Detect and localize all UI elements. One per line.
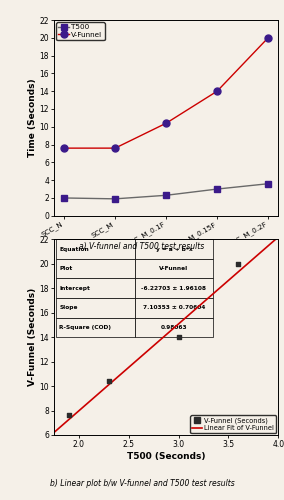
Linear Fit of V-Funnel	[61, 422, 65, 428]
Line: Linear Fit of V-Funnel: Linear Fit of V-Funnel	[54, 237, 278, 432]
Linear Fit of V-Funnel	[66, 418, 69, 424]
Linear Fit of V-Funnel	[94, 393, 97, 399]
Linear Fit of V-Funnel	[277, 234, 280, 240]
Linear Fit of V-Funnel	[258, 250, 261, 256]
Y-axis label: V-Funnel (Seconds): V-Funnel (Seconds)	[28, 288, 37, 386]
V-Funnel (Seconds)	[176, 333, 181, 341]
X-axis label: T500 (Seconds): T500 (Seconds)	[127, 452, 205, 460]
Linear Fit of V-Funnel	[265, 244, 269, 250]
Text: b) Linear plot b/w V-funnel and T500 test results: b) Linear plot b/w V-funnel and T500 tes…	[50, 478, 234, 488]
V-Funnel (Seconds)	[106, 377, 111, 385]
Legend: T500, V-Funnel: T500, V-Funnel	[56, 22, 105, 40]
V-Funnel (Seconds)	[67, 412, 71, 420]
V-Funnel (Seconds)	[236, 260, 241, 268]
Linear Fit of V-Funnel	[52, 430, 56, 436]
Legend: V-Funnel (Seconds), Linear Fit of V-Funnel: V-Funnel (Seconds), Linear Fit of V-Funn…	[191, 415, 276, 433]
Text: a) V-funnel and T500 test results: a) V-funnel and T500 test results	[79, 242, 205, 252]
Linear Fit of V-Funnel	[112, 378, 115, 384]
Y-axis label: Time (Seconds): Time (Seconds)	[28, 78, 37, 157]
X-axis label: Concrete Mix: Concrete Mix	[133, 254, 200, 262]
